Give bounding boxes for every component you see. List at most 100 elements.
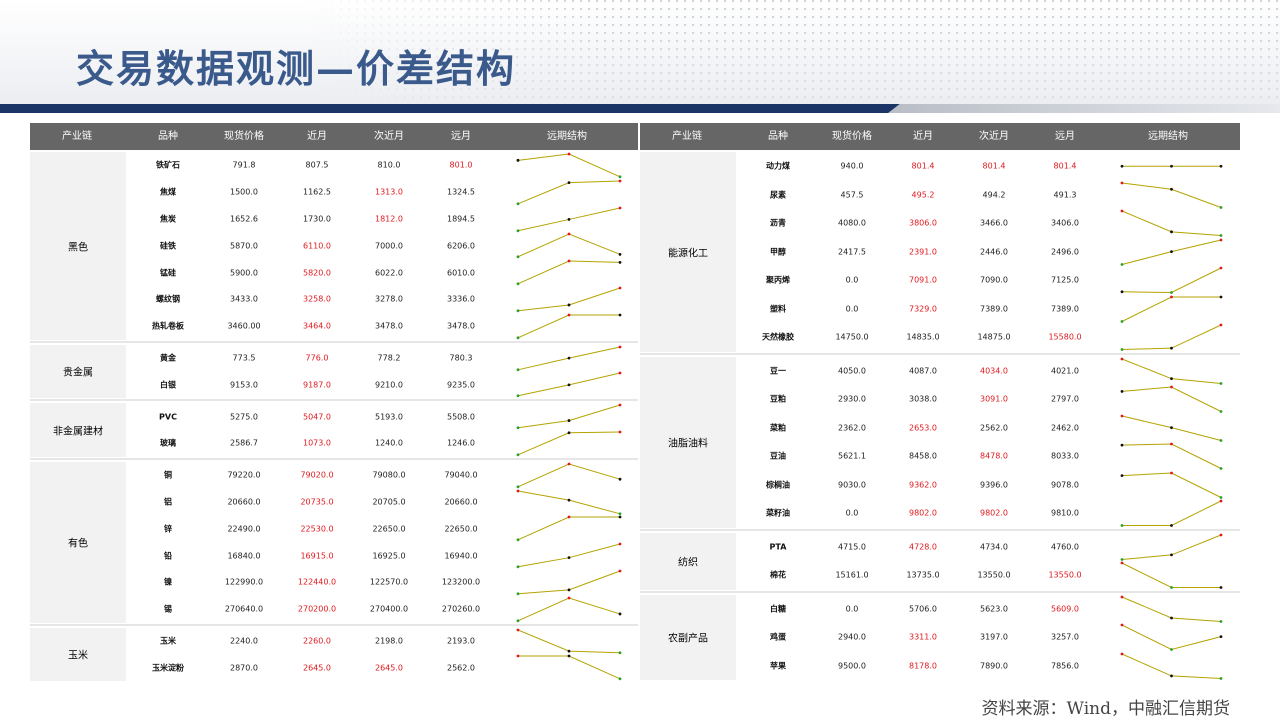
variety-name: 镍	[164, 577, 172, 587]
near-price: 2260.0	[303, 636, 331, 646]
forward-curve-sparkline	[1120, 595, 1223, 623]
near-price: 4728.0	[909, 542, 937, 552]
far-price: 2496.0	[1051, 247, 1079, 257]
sparkline-point	[1170, 249, 1173, 253]
forward-curve-sparkline	[516, 179, 622, 205]
sparkline-point	[516, 565, 520, 569]
variety-name: 沥青	[770, 218, 786, 228]
next-price: 79080.0	[372, 470, 406, 480]
sparkline-point	[516, 628, 520, 631]
sparkline-point	[567, 515, 571, 519]
forward-curve-sparkline	[1120, 471, 1223, 499]
sparkline-point	[1219, 495, 1223, 499]
near-price: 8458.0	[909, 451, 937, 461]
forward-curve-sparkline	[1120, 266, 1223, 294]
sparkline-path	[1121, 267, 1222, 294]
next-price: 9396.0	[980, 480, 1008, 490]
spot-price: 2870.0	[230, 663, 258, 673]
spot-price: 4050.0	[838, 366, 866, 376]
sparkline-point	[1170, 648, 1173, 651]
group-separator	[640, 352, 1240, 355]
sparkline-point	[1219, 266, 1223, 270]
group-cell	[640, 152, 736, 352]
forward-curve-sparkline	[516, 569, 622, 596]
far-price: 1324.5	[447, 187, 475, 197]
variety-name: 铜	[164, 470, 172, 480]
group-name: 玉米	[68, 650, 88, 662]
near-price: 8178.0	[909, 661, 937, 671]
sparkline-path	[517, 180, 621, 205]
far-price: 123200.0	[441, 577, 481, 587]
far-price: 3406.0	[1051, 218, 1079, 228]
sparkline-point	[567, 232, 571, 236]
next-price: 20705.0	[372, 497, 406, 507]
far-price: 1246.0	[447, 438, 475, 448]
next-price: 6022.0	[375, 268, 403, 278]
sparkline-point	[1120, 348, 1124, 351]
header-variety: 品种	[158, 131, 178, 142]
sparkline-point	[1120, 557, 1124, 561]
spot-price: 791.8	[232, 160, 256, 170]
next-price: 270400.0	[369, 604, 409, 614]
near-price: 1162.5	[303, 187, 331, 197]
far-price: 491.3	[1053, 190, 1077, 200]
source-note: 资料来源：Wind，中融汇信期货	[981, 699, 1230, 719]
forward-curve-sparkline	[516, 206, 622, 232]
spot-price: 9030.0	[838, 480, 866, 490]
group-name: 非金属建材	[53, 426, 103, 438]
spot-price: 15161.0	[835, 570, 869, 580]
variety-name: 天然橡胶	[762, 332, 794, 342]
header-spot: 现货价格	[832, 131, 872, 142]
far-price: 780.3	[449, 353, 473, 363]
sparkline-point	[516, 654, 520, 658]
forward-curve-sparkline	[1120, 181, 1223, 209]
next-price: 7000.0	[375, 241, 403, 251]
next-price: 16925.0	[372, 551, 406, 561]
sparkline-path	[517, 153, 621, 178]
variety-name: 硅铁	[160, 241, 176, 251]
sparkline-point	[516, 309, 520, 313]
sparkline-point	[1120, 319, 1124, 323]
sparkline-point	[1170, 346, 1173, 350]
far-price: 2193.0	[447, 636, 475, 646]
sparkline-point	[567, 383, 571, 387]
header-structure: 远期结构	[547, 131, 587, 142]
far-price: 6010.0	[447, 268, 475, 278]
sparkline-point	[1120, 390, 1124, 393]
spot-price: 9500.0	[838, 661, 866, 671]
variety-name: 玻璃	[160, 438, 176, 448]
near-price: 79020.0	[300, 470, 334, 480]
forward-curve-sparkline	[1120, 357, 1223, 385]
near-price: 9802.0	[909, 508, 937, 518]
sparkline-point	[1170, 295, 1173, 298]
group-separator	[30, 340, 638, 343]
sparkline-point	[1219, 635, 1223, 639]
spot-price: 2240.0	[230, 636, 258, 646]
variety-name: 甲醇	[770, 247, 786, 257]
next-price: 5623.0	[980, 604, 1008, 614]
variety-name: 鸡蛋	[770, 632, 786, 642]
spot-price: 5275.0	[230, 412, 258, 422]
right-table: 产业链 品种 现货价格 近月 次近月 远月 远期结构 能源化工 动力煤 940.0 8…	[640, 123, 1240, 682]
forward-curve-sparkline	[516, 232, 622, 259]
forward-curve-sparkline	[516, 628, 622, 654]
sparkline-point	[1219, 586, 1223, 589]
variety-name: 铅	[164, 551, 172, 561]
spot-price: 0.0	[845, 275, 859, 285]
sparkline-point	[1219, 410, 1223, 413]
forward-curve-sparkline	[1120, 442, 1223, 470]
sparkline-path	[517, 490, 621, 514]
forward-curve-sparkline	[516, 371, 622, 398]
forward-curve-sparkline	[1120, 499, 1223, 527]
far-price: 9235.0	[447, 380, 475, 390]
group-cell	[30, 344, 126, 399]
sparkline-point	[1120, 595, 1124, 598]
near-price: 2653.0	[909, 423, 937, 433]
next-price: 810.0	[377, 160, 401, 170]
next-price: 3091.0	[980, 394, 1008, 404]
near-price: 16915.0	[300, 551, 334, 561]
group-cell	[30, 403, 126, 457]
variety-name: 聚丙烯	[766, 275, 790, 285]
spot-price: 773.5	[232, 353, 256, 363]
next-price: 8478.0	[980, 451, 1008, 461]
